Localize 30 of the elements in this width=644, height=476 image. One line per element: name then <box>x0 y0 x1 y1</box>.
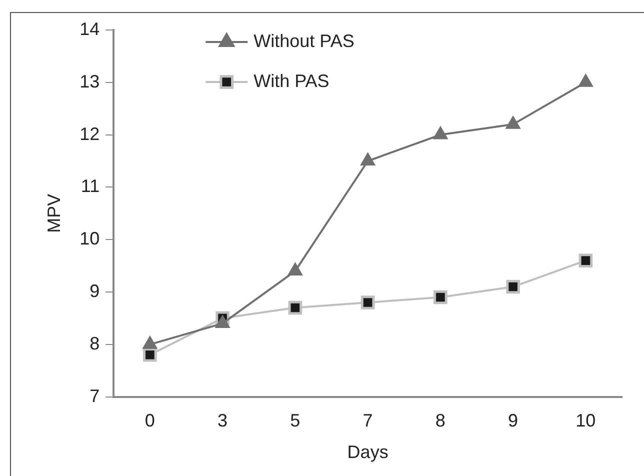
y-tick-label: 10 <box>80 228 100 249</box>
point <box>288 300 302 315</box>
x-tick-label: 5 <box>290 410 300 431</box>
x-tick-label: 9 <box>508 410 518 431</box>
legend-label: With PAS <box>254 70 330 91</box>
point <box>288 262 303 276</box>
x-axis-title: Days <box>347 442 388 462</box>
x-tick-label: 3 <box>218 410 228 431</box>
point <box>360 296 375 310</box>
y-tick-label: 8 <box>90 333 100 354</box>
y-tick-label: 12 <box>80 124 100 144</box>
y-tick-label: 7 <box>90 386 100 406</box>
point <box>578 74 594 87</box>
y-tick-label: 13 <box>80 71 100 92</box>
point <box>578 254 593 268</box>
point <box>506 116 520 129</box>
x-tick-label: 10 <box>576 410 596 431</box>
legend-label: Without PAS <box>254 30 354 51</box>
x-tick-label: 0 <box>144 410 155 431</box>
y-tick-label: 11 <box>80 176 100 196</box>
point <box>360 152 376 166</box>
y-tick-label: 9 <box>90 280 100 301</box>
point <box>434 290 448 304</box>
point <box>143 348 157 362</box>
y-axis-title: MPV <box>44 194 64 233</box>
point <box>506 280 520 294</box>
y-tick-label: 14 <box>80 18 100 39</box>
x-tick-label: 8 <box>435 410 446 431</box>
point <box>433 126 448 140</box>
x-tick-label: 7 <box>362 410 373 431</box>
